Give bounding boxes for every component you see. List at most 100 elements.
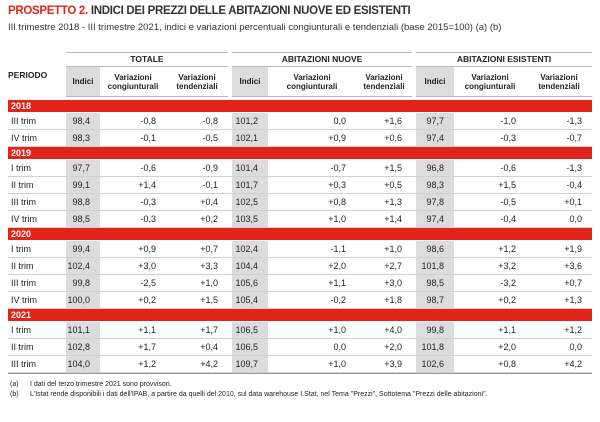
value-cell: +1,7 bbox=[200, 325, 218, 335]
period-header: PERIODO bbox=[8, 69, 48, 80]
value-cell: +4,0 bbox=[384, 325, 402, 335]
row-separator bbox=[8, 193, 592, 194]
value-cell: +0,9 bbox=[328, 133, 346, 143]
column-header: Variazioni congiunturali bbox=[100, 67, 166, 97]
value-cell: +1,1 bbox=[138, 325, 156, 335]
row-separator bbox=[8, 274, 592, 275]
indici-cell-bg bbox=[416, 322, 454, 339]
row-separator bbox=[8, 257, 592, 258]
value-cell: +1,7 bbox=[138, 342, 156, 352]
value-cell: 0,0 bbox=[333, 342, 346, 352]
value-cell: +2,7 bbox=[384, 261, 402, 271]
value-cell: +2,0 bbox=[498, 342, 516, 352]
value-cell: 102,8 bbox=[67, 342, 90, 352]
row-separator bbox=[8, 338, 592, 339]
indici-cell-bg bbox=[232, 130, 268, 147]
value-cell: +1,0 bbox=[328, 325, 346, 335]
row-separator bbox=[8, 129, 592, 130]
value-cell: +0,4 bbox=[200, 197, 218, 207]
value-cell: -0,3 bbox=[140, 214, 156, 224]
indici-cell-bg bbox=[416, 339, 454, 356]
group-header: TOTALE bbox=[66, 52, 228, 67]
column-header: Variazioni tendenziali bbox=[356, 67, 412, 97]
value-cell: +0,2 bbox=[138, 295, 156, 305]
note-text: I dati del terzo trimestre 2021 sono pro… bbox=[30, 381, 172, 388]
value-cell: -1,0 bbox=[500, 116, 516, 126]
value-cell: -0,8 bbox=[140, 116, 156, 126]
value-cell: +4,2 bbox=[200, 359, 218, 369]
value-cell: +1,4 bbox=[138, 180, 156, 190]
row-separator bbox=[8, 372, 592, 373]
value-cell: 98,6 bbox=[426, 244, 444, 254]
period-label: II trim bbox=[11, 180, 34, 190]
note-text: L'Istat rende disponibili i dati dell'IP… bbox=[30, 391, 488, 398]
value-cell: 102,1 bbox=[235, 133, 258, 143]
indici-cell-bg bbox=[416, 177, 454, 194]
row-separator bbox=[8, 355, 592, 356]
value-cell: +1,5 bbox=[498, 180, 516, 190]
value-cell: -1,3 bbox=[566, 116, 582, 126]
value-cell: 106,5 bbox=[235, 342, 258, 352]
value-cell: 97,7 bbox=[426, 116, 444, 126]
value-cell: 99,4 bbox=[72, 244, 90, 254]
value-cell: -0,5 bbox=[202, 133, 218, 143]
value-cell: +2,0 bbox=[384, 342, 402, 352]
indici-cell-bg bbox=[66, 177, 100, 194]
value-cell: +3,3 bbox=[200, 261, 218, 271]
indici-cell-bg bbox=[66, 356, 100, 373]
indici-cell-bg bbox=[66, 211, 100, 228]
value-cell: 98,7 bbox=[426, 295, 444, 305]
indici-cell-bg bbox=[416, 211, 454, 228]
indici-cell-bg bbox=[232, 241, 268, 258]
value-cell: +0,7 bbox=[564, 278, 582, 288]
year-band: 2021 bbox=[8, 309, 592, 321]
period-label: III trim bbox=[11, 197, 36, 207]
group-header: ABITAZIONI ESISTENTI bbox=[416, 52, 592, 67]
value-cell: -3,2 bbox=[500, 278, 516, 288]
value-cell: 98,4 bbox=[72, 116, 90, 126]
subtitle: III trimestre 2018 - III trimestre 2021,… bbox=[8, 22, 502, 33]
indici-cell-bg bbox=[416, 275, 454, 292]
value-cell: 0,0 bbox=[333, 116, 346, 126]
value-cell: +0,6 bbox=[384, 133, 402, 143]
value-cell: 101,4 bbox=[235, 163, 258, 173]
note-mark: (b) bbox=[10, 391, 19, 398]
indici-cell-bg bbox=[232, 211, 268, 228]
value-cell: 0,0 bbox=[569, 214, 582, 224]
value-cell: 101,8 bbox=[421, 342, 444, 352]
value-cell: +1,3 bbox=[384, 197, 402, 207]
year-band: 2019 bbox=[8, 147, 592, 159]
value-cell: +0,8 bbox=[498, 359, 516, 369]
value-cell: +1,0 bbox=[200, 278, 218, 288]
value-cell: +1,5 bbox=[384, 163, 402, 173]
column-header: Variazioni tendenziali bbox=[166, 67, 228, 97]
indici-cell-bg bbox=[232, 113, 268, 130]
value-cell: 102,6 bbox=[421, 359, 444, 369]
value-cell: 99,1 bbox=[72, 180, 90, 190]
period-label: III trim bbox=[11, 278, 36, 288]
value-cell: -0,2 bbox=[330, 295, 346, 305]
period-label: IV trim bbox=[11, 295, 37, 305]
value-cell: +1,2 bbox=[564, 325, 582, 335]
value-cell: 99,8 bbox=[72, 278, 90, 288]
value-cell: 104,4 bbox=[235, 261, 258, 271]
column-header: Indici bbox=[232, 67, 268, 97]
value-cell: 0,0 bbox=[569, 342, 582, 352]
table-bottom-rule bbox=[8, 373, 592, 374]
value-cell: +1,9 bbox=[564, 244, 582, 254]
value-cell: -0,1 bbox=[202, 180, 218, 190]
period-label: IV trim bbox=[11, 214, 37, 224]
indici-cell-bg bbox=[416, 356, 454, 373]
value-cell: +0,2 bbox=[200, 214, 218, 224]
indici-cell-bg bbox=[232, 292, 268, 309]
row-separator bbox=[8, 291, 592, 292]
value-cell: +0,4 bbox=[200, 342, 218, 352]
value-cell: +1,2 bbox=[498, 244, 516, 254]
value-cell: 97,4 bbox=[426, 133, 444, 143]
value-cell: 105,4 bbox=[235, 295, 258, 305]
indici-cell-bg bbox=[232, 339, 268, 356]
value-cell: +1,6 bbox=[384, 116, 402, 126]
value-cell: +0,9 bbox=[138, 244, 156, 254]
value-cell: +0,7 bbox=[200, 244, 218, 254]
